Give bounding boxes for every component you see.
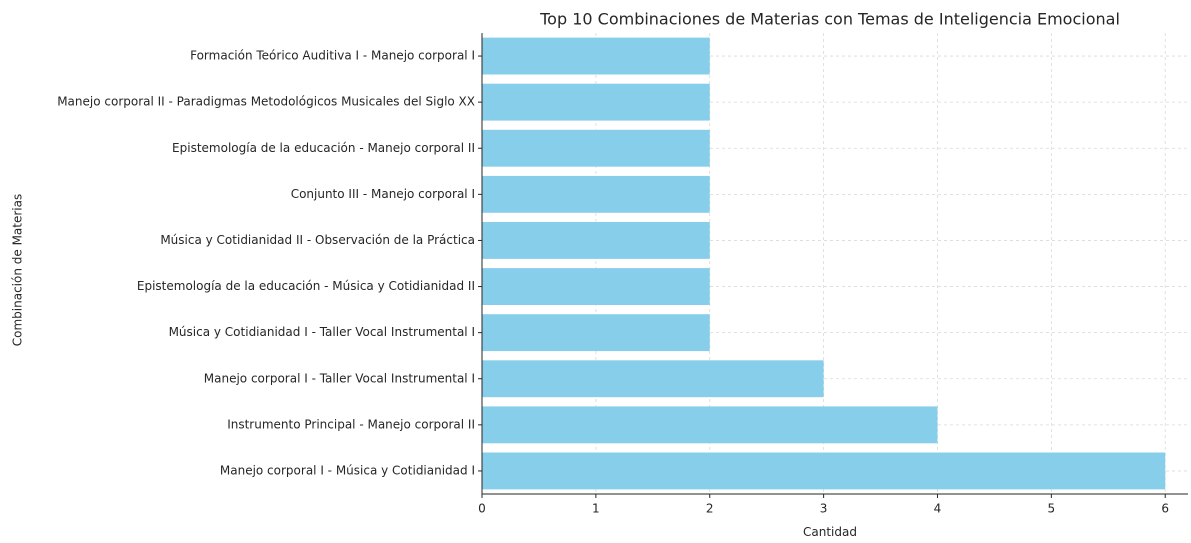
y-axis-label: Combinación de Materias: [11, 194, 25, 347]
bar: [482, 83, 710, 121]
y-tick-label: Manejo corporal I - Música y Cotidianida…: [220, 463, 475, 477]
bar: [482, 175, 710, 213]
y-tick-label: Manejo corporal II - Paradigmas Metodoló…: [57, 95, 475, 109]
bar: [482, 406, 938, 444]
y-tick-label: Formación Teórico Auditiva I - Manejo co…: [190, 49, 475, 63]
x-tick-label: 5: [1048, 502, 1056, 516]
y-tick-label: Conjunto III - Manejo corporal I: [291, 187, 475, 201]
bar: [482, 314, 710, 352]
y-tick-label: Manejo corporal I - Taller Vocal Instrum…: [204, 371, 475, 385]
y-tick-label: Epistemología de la educación - Música y…: [137, 279, 475, 293]
y-tick-label: Epistemología de la educación - Manejo c…: [172, 141, 475, 155]
bar: [482, 360, 824, 398]
x-tick-label: 1: [592, 502, 600, 516]
y-tick-label: Música y Cotidianidad II - Observación d…: [160, 233, 475, 247]
bar: [482, 222, 710, 259]
bar: [482, 37, 710, 75]
x-axis-label: Cantidad: [803, 525, 857, 539]
chart-title: Top 10 Combinaciones de Materias con Tem…: [539, 10, 1120, 29]
y-tick-label: Música y Cotidianidad I - Taller Vocal I…: [169, 325, 475, 339]
y-tick-label: Instrumento Principal - Manejo corporal …: [227, 417, 475, 431]
x-tick-label: 2: [706, 502, 714, 516]
x-tick-label: 0: [478, 502, 486, 516]
bar: [482, 129, 710, 167]
x-tick-label: 6: [1161, 502, 1169, 516]
x-tick-label: 4: [934, 502, 942, 516]
x-tick-label: 3: [820, 502, 828, 516]
bar: [482, 268, 710, 305]
bar: [482, 452, 1166, 490]
